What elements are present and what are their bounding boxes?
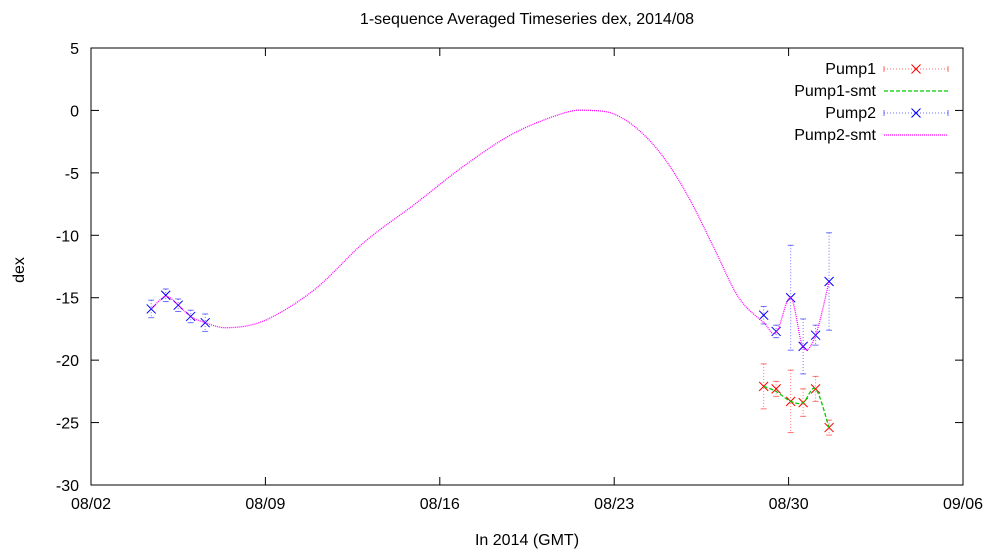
series-line xyxy=(150,109,830,351)
y-tick-label: 5 xyxy=(70,41,79,58)
data-point xyxy=(758,310,769,321)
data-point xyxy=(758,381,769,392)
legend-item-pump1-smt: Pump1-smt xyxy=(794,83,948,100)
series-pump1-smt xyxy=(763,385,830,428)
legend-swatch-marker xyxy=(911,108,921,118)
legend-item-pump2: Pump2 xyxy=(825,105,949,122)
y-tick-label: -5 xyxy=(65,166,79,183)
legend: Pump1 Pump1-smt Pump2 Pump2-smt xyxy=(794,61,949,144)
x-tick-label: 09/06 xyxy=(943,496,983,513)
legend-swatch-marker xyxy=(911,64,921,74)
legend-label: Pump1 xyxy=(825,61,876,78)
y-axis: 5 0 -5 -10 -15 -20 -25 -30 xyxy=(56,41,963,495)
y-tick-label: -10 xyxy=(56,228,79,245)
chart-title: 1-sequence Averaged Timeseries dex, 2014… xyxy=(360,11,694,28)
x-tick-label: 08/23 xyxy=(594,496,634,513)
series-pump2-smt xyxy=(150,109,830,351)
series-pump1 xyxy=(758,363,834,436)
legend-label: Pump1-smt xyxy=(794,83,876,100)
legend-label: Pump2-smt xyxy=(794,127,876,144)
series-pump2 xyxy=(146,232,834,375)
data-point xyxy=(200,317,211,328)
legend-label: Pump2 xyxy=(825,105,876,122)
plot-area-frame xyxy=(90,47,964,486)
x-tick-label: 08/30 xyxy=(769,496,809,513)
legend-item-pump2-smt: Pump2-smt xyxy=(794,127,948,144)
y-tick-label: 0 xyxy=(70,103,79,120)
x-tick-label: 08/02 xyxy=(71,496,111,513)
data-point xyxy=(160,290,171,301)
data-point xyxy=(185,311,196,322)
y-tick-label: -15 xyxy=(56,291,79,308)
y-tick-label: -20 xyxy=(56,353,79,370)
series-layer xyxy=(146,109,834,436)
y-tick-label: -25 xyxy=(56,416,79,433)
y-axis-label: dex xyxy=(11,257,28,283)
data-point xyxy=(824,276,834,287)
x-tick-label: 08/16 xyxy=(420,496,460,513)
series-line xyxy=(763,385,830,428)
data-point xyxy=(810,384,821,394)
legend-item-pump1: Pump1 xyxy=(825,61,949,78)
y-tick-label: -30 xyxy=(56,478,79,495)
x-tick-label: 08/09 xyxy=(245,496,285,513)
data-point xyxy=(771,384,781,394)
x-axis: 08/02 08/09 08/16 08/23 08/30 09/06 xyxy=(71,48,983,513)
x-axis-label: In 2014 (GMT) xyxy=(475,532,579,549)
